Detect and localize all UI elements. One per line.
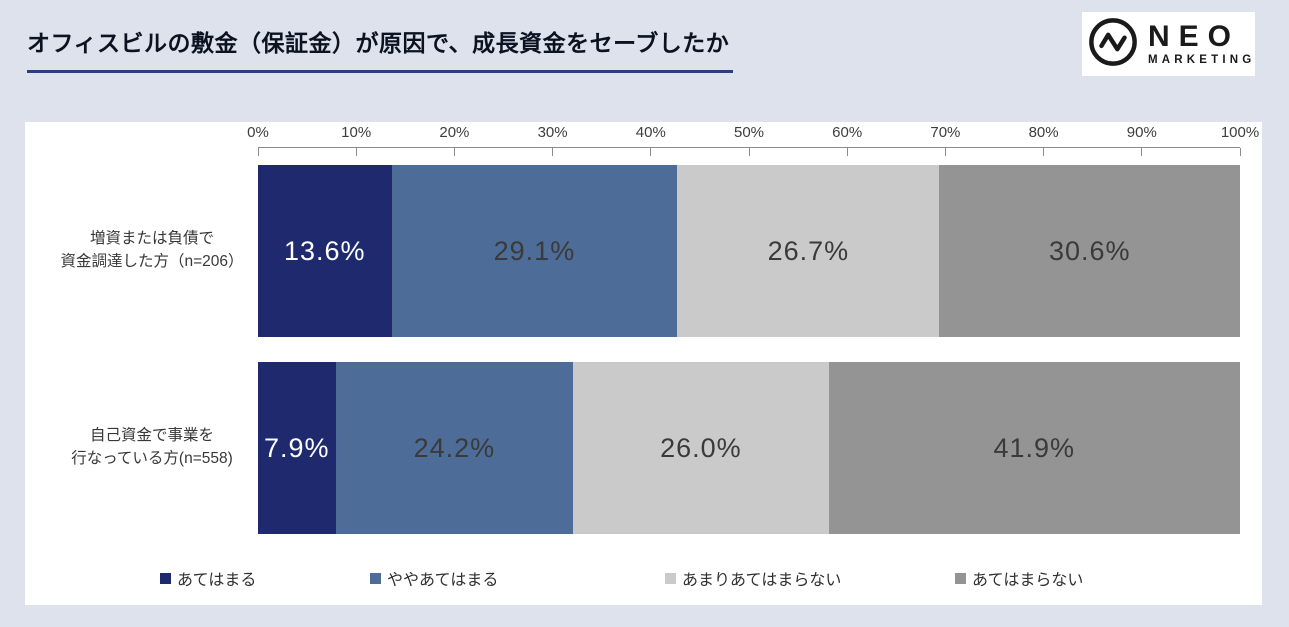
bar-row: 13.6% 29.1% 26.7% 30.6% bbox=[258, 165, 1240, 337]
category-label: 増資または負債で資金調達した方（n=206） bbox=[43, 227, 261, 274]
x-axis-tick-label: 40% bbox=[635, 124, 666, 141]
legend-label: あまりあてはまらない bbox=[682, 572, 842, 589]
x-axis-tick-mark bbox=[453, 148, 455, 156]
category-label: 自己資金で事業を行なっている方(n=558) bbox=[43, 424, 261, 471]
bar-segment: 30.6% bbox=[939, 165, 1240, 337]
category-label-line1: 増資または負債で bbox=[89, 230, 214, 247]
x-axis-tick-label: 60% bbox=[832, 124, 863, 141]
bar-value-label: 26.7% bbox=[767, 235, 850, 266]
logo-wordmark: NEO MARKETING bbox=[1148, 19, 1256, 67]
legend-swatch bbox=[370, 572, 381, 584]
x-axis-tick-mark bbox=[552, 148, 554, 156]
x-axis-tick-mark bbox=[650, 148, 652, 156]
bar-row: 7.9% 24.2% 26.0% 41.9% bbox=[258, 362, 1240, 534]
legend-swatch bbox=[160, 572, 171, 584]
x-axis-line bbox=[257, 147, 1241, 157]
x-axis-tick-label: 30% bbox=[537, 124, 568, 141]
bar-value-label: 13.6% bbox=[283, 235, 366, 266]
legend-item: あてはまる bbox=[160, 566, 256, 590]
bar-segment: 24.2% bbox=[335, 362, 574, 534]
page-title: オフィスビルの敷金（保証金）が原因で、成長資金をセーブしたか bbox=[27, 30, 730, 56]
x-axis-tick-mark bbox=[1239, 148, 1241, 156]
category-label-line2: 資金調達した方（n=206） bbox=[60, 253, 244, 271]
legend-item: あまりあてはまらない bbox=[665, 566, 841, 590]
x-axis-tick-mark bbox=[944, 148, 946, 156]
legend-label: ややあてはまる bbox=[387, 572, 499, 589]
x-axis-tick-label: 50% bbox=[733, 124, 765, 141]
bar-value-label: 30.6% bbox=[1048, 235, 1131, 266]
bar-segment: 26.0% bbox=[573, 362, 829, 534]
x-axis-tick-mark bbox=[257, 148, 259, 156]
bar-segment: 29.1% bbox=[391, 165, 678, 337]
bar-segment: 13.6% bbox=[258, 165, 392, 337]
x-axis-tick-label: 80% bbox=[1028, 124, 1059, 141]
chart-panel: 0% 10% 20% 30% 40% 50% 60% 70% 80% 90% 100% 増資または負… bbox=[25, 122, 1262, 605]
bar-value-label: 41.9% bbox=[993, 432, 1076, 463]
pulse-circle-icon bbox=[1088, 17, 1138, 72]
legend-swatch bbox=[955, 572, 966, 584]
bar-value-label: 24.2% bbox=[413, 432, 496, 463]
legend-label: あてはまらない bbox=[972, 572, 1084, 589]
x-axis-tick-label: 70% bbox=[930, 124, 961, 141]
logo-marketing-text: MARKETING bbox=[1148, 53, 1256, 66]
bar-segment: 41.9% bbox=[828, 362, 1240, 534]
bar-segment: 7.9% bbox=[258, 362, 336, 534]
legend-item: あてはまらない bbox=[955, 566, 1083, 590]
x-axis-tick-label: 0% bbox=[247, 124, 269, 141]
bar-value-label: 29.1% bbox=[493, 235, 576, 266]
category-label-line1: 自己資金で事業を bbox=[89, 427, 214, 444]
legend-item: ややあてはまる bbox=[370, 566, 498, 590]
x-axis-tick-mark bbox=[1043, 148, 1045, 156]
x-axis-tick-mark bbox=[355, 148, 357, 156]
title-underline bbox=[27, 70, 733, 73]
x-axis-tick-mark bbox=[748, 148, 750, 156]
legend-swatch bbox=[665, 572, 676, 584]
logo-neo-text: NEO bbox=[1148, 19, 1241, 53]
x-axis-ticks: 0% 10% 20% 30% 40% 50% 60% 70% 80% 90% 100% bbox=[247, 124, 1259, 144]
category-label-line2: 行なっている方(n=558) bbox=[71, 450, 233, 468]
x-axis-tick-mark bbox=[1141, 148, 1143, 156]
bar-value-label: 7.9% bbox=[264, 432, 330, 463]
neo-marketing-logo: NEO MARKETING bbox=[1082, 12, 1255, 76]
x-axis-tick-label: 10% bbox=[341, 124, 372, 141]
bar-segment: 26.7% bbox=[677, 165, 940, 337]
bar-value-label: 26.0% bbox=[660, 432, 742, 463]
x-axis-tick-label: 90% bbox=[1126, 124, 1157, 141]
legend-label: あてはまる bbox=[177, 572, 257, 589]
x-axis-tick-label: 100% bbox=[1220, 124, 1260, 141]
x-axis-tick-label: 20% bbox=[439, 124, 470, 141]
x-axis-tick-mark bbox=[846, 148, 848, 156]
